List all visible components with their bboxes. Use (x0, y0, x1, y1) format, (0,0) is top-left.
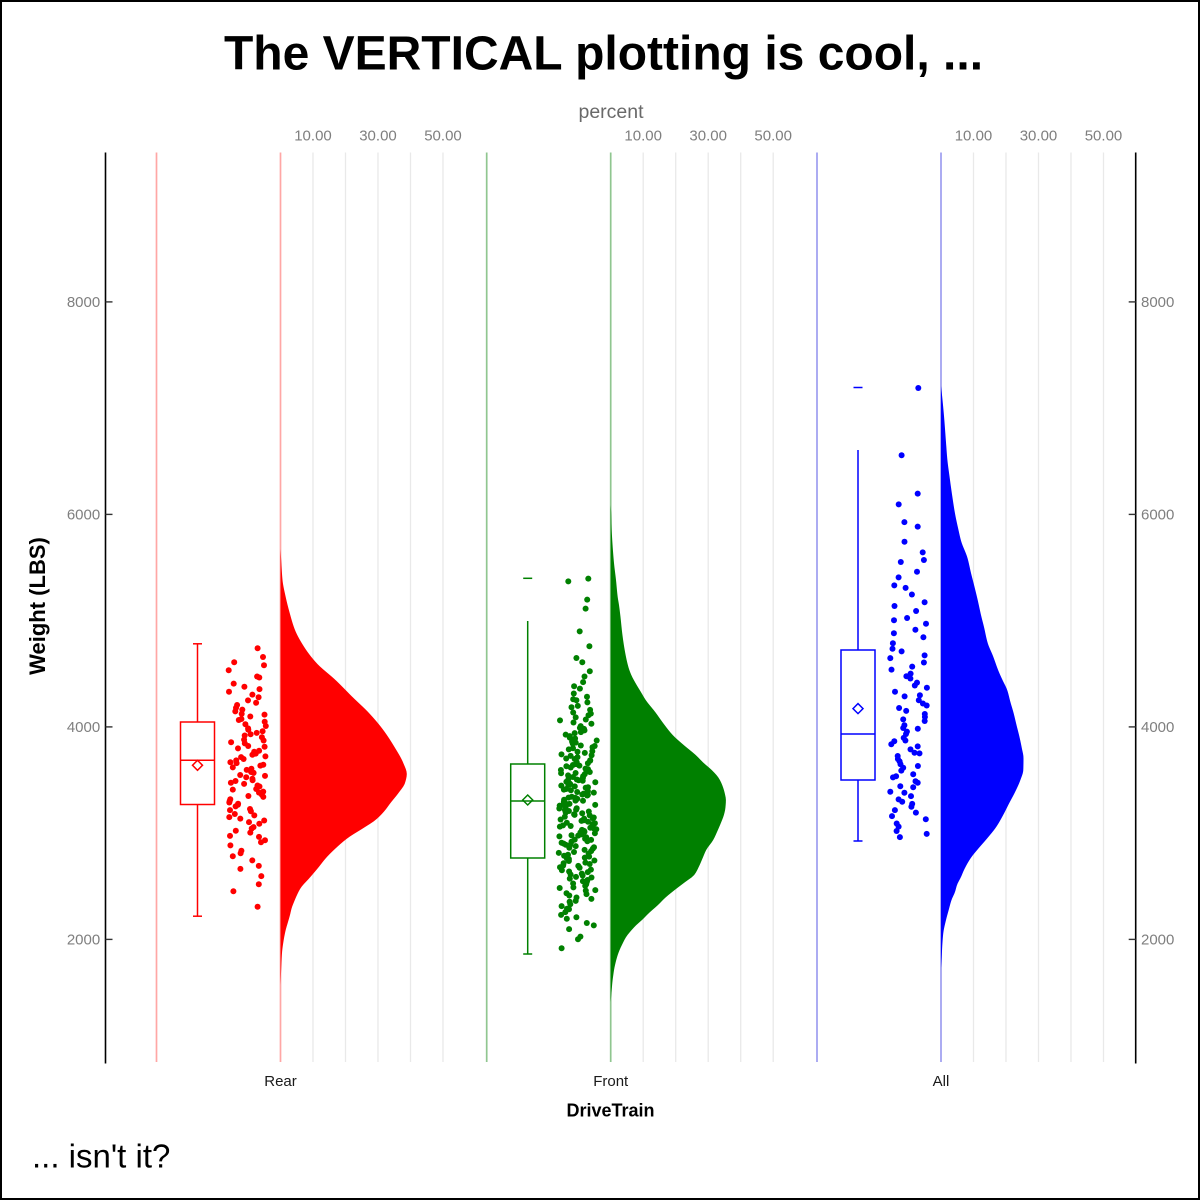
svg-text:6000: 6000 (1141, 507, 1174, 524)
svg-text:50.00: 50.00 (754, 128, 792, 145)
svg-text:4000: 4000 (67, 719, 100, 736)
svg-text:2000: 2000 (1141, 932, 1174, 949)
svg-text:4000: 4000 (1141, 719, 1174, 736)
svg-text:Front: Front (593, 1073, 629, 1090)
svg-text:30.00: 30.00 (359, 128, 397, 145)
svg-text:DriveTrain: DriveTrain (566, 1101, 654, 1121)
svg-text:2000: 2000 (67, 932, 100, 949)
svg-text:10.00: 10.00 (624, 128, 662, 145)
svg-text:Rear: Rear (264, 1073, 297, 1090)
svg-text:10.00: 10.00 (294, 128, 332, 145)
svg-text:The VERTICAL plotting is cool,: The VERTICAL plotting is cool, ... (224, 28, 983, 81)
svg-text:50.00: 50.00 (1085, 128, 1123, 145)
svg-text:Weight (LBS): Weight (LBS) (25, 537, 50, 675)
svg-text:30.00: 30.00 (1020, 128, 1058, 145)
svg-text:8000: 8000 (1141, 294, 1174, 311)
svg-text:8000: 8000 (67, 294, 100, 311)
svg-text:30.00: 30.00 (689, 128, 727, 145)
svg-text:50.00: 50.00 (424, 128, 462, 145)
svg-text:All: All (933, 1073, 950, 1090)
svg-text:10.00: 10.00 (955, 128, 993, 145)
svg-text:6000: 6000 (67, 507, 100, 524)
svg-text:percent: percent (578, 101, 644, 123)
svg-text:... isn't it?: ... isn't it? (32, 1138, 170, 1175)
